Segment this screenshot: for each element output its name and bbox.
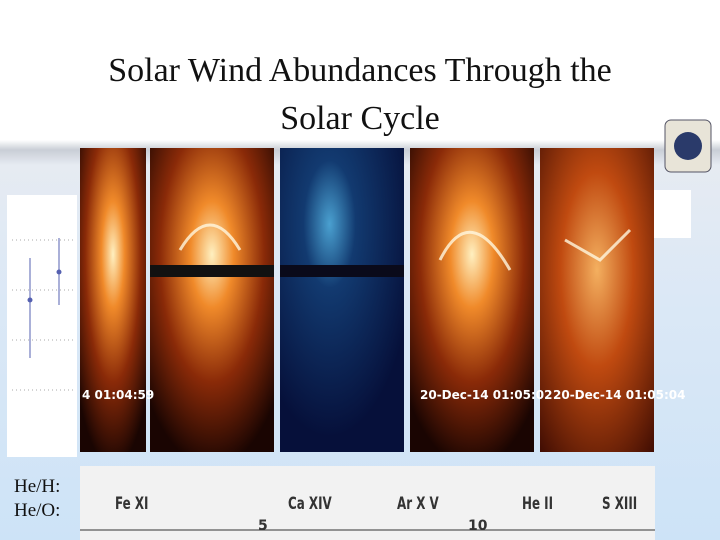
image-band bbox=[150, 265, 274, 277]
timestamp: 20-Dec-14 01:05:04 bbox=[553, 388, 686, 402]
line-label: S XIII bbox=[602, 494, 638, 514]
image-band bbox=[280, 265, 404, 277]
plot-grid bbox=[12, 239, 75, 391]
title-line: Solar Wind Abundances Through the bbox=[108, 52, 612, 89]
side-label: He/O: bbox=[14, 500, 61, 521]
logo-emblem bbox=[674, 132, 702, 160]
line-label: He II bbox=[522, 494, 554, 514]
axis-tick: 5 bbox=[258, 518, 268, 534]
image-loops bbox=[178, 223, 632, 271]
plot-panel bbox=[653, 190, 691, 238]
image-panel bbox=[80, 148, 146, 452]
image-panel bbox=[150, 148, 274, 452]
side-label: He/H: bbox=[14, 476, 61, 497]
line-label: Ar X V bbox=[397, 494, 439, 514]
title-line: Solar Cycle bbox=[280, 100, 440, 137]
image-panel bbox=[540, 148, 654, 452]
plot-points bbox=[27, 238, 62, 358]
line-label: Ca XIV bbox=[288, 494, 332, 514]
spectrum-strip bbox=[80, 466, 655, 540]
image-panel bbox=[410, 148, 534, 452]
timestamp: 20-Dec-14 01:05:02 bbox=[420, 388, 553, 402]
plot-panel bbox=[7, 195, 77, 457]
timestamp: 4 01:04:59 bbox=[82, 388, 155, 402]
axis-tick: 10 bbox=[468, 518, 488, 534]
line-label: Fe XI bbox=[115, 494, 149, 514]
image-panel bbox=[280, 148, 404, 452]
